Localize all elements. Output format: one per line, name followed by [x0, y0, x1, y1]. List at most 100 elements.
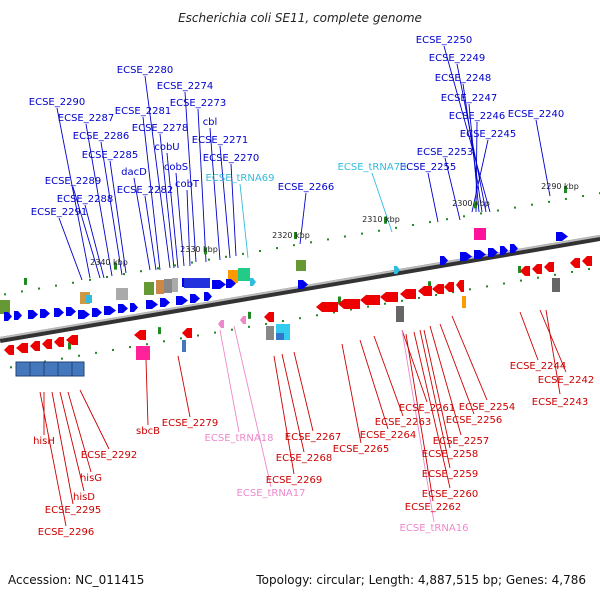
leader-line: [371, 172, 393, 233]
feature-box: [238, 268, 250, 281]
leader-line: [175, 172, 185, 267]
guide-dot: [242, 252, 244, 255]
gene-label: ECSE_2262: [405, 502, 461, 513]
leader-line: [413, 331, 451, 489]
forward-gene-arrow: [118, 304, 128, 313]
forward-gene-arrow: [556, 232, 568, 241]
scale-tick: [338, 296, 341, 304]
leader-line: [144, 75, 171, 269]
guide-dot: [106, 275, 108, 278]
leader-line: [427, 172, 439, 223]
gene-label: ECSE_2259: [422, 469, 478, 480]
feature-box: [0, 300, 10, 314]
scale-tick: [68, 342, 71, 350]
reverse-gene-arrow: [400, 289, 416, 299]
gene-label: ECSE_2250: [416, 35, 472, 46]
guide-dot: [548, 200, 550, 203]
reverse-gene-arrow: [570, 258, 580, 268]
forward-gene-arrow: [14, 311, 22, 320]
leader-line: [359, 339, 389, 430]
leader-line: [219, 329, 240, 433]
trna-label: ECSE_tRNA69: [206, 173, 275, 184]
scale-label-2310: 2310 kbp: [362, 215, 400, 224]
gene-label: ECSE_2296: [38, 527, 94, 538]
forward-gene-arrow: [146, 300, 158, 309]
forward-gene-arrow: [226, 279, 236, 288]
guide-dot: [350, 308, 352, 311]
gene-label: hisD: [73, 492, 95, 503]
leader-line: [423, 329, 451, 449]
reverse-gene-arrow: [134, 330, 146, 340]
forward-gene-arrow: [250, 278, 256, 286]
guide-dot: [265, 322, 267, 325]
reverse-gene-arrow: [380, 292, 398, 302]
guide-dot: [497, 209, 499, 212]
gene-label: ECSE_2280: [117, 65, 173, 76]
guide-dot: [520, 279, 522, 282]
reverse-gene-arrow: [316, 302, 338, 312]
leader-line: [239, 183, 249, 259]
reverse-gene-arrow: [54, 337, 64, 347]
guide-dot: [401, 299, 403, 302]
forward-gene-arrow: [460, 252, 472, 261]
gene-label: ECSE_2288: [57, 194, 113, 205]
forward-gene-arrow: [54, 308, 64, 317]
leader-line: [109, 160, 127, 274]
scale-tick: [24, 277, 27, 285]
guide-dot: [588, 268, 590, 271]
leader-line: [59, 391, 85, 492]
guide-dot: [378, 229, 380, 232]
gene-label: ECSE_2270: [203, 153, 259, 164]
leader-line: [58, 217, 83, 281]
guide-dot: [191, 261, 193, 264]
guide-dot: [327, 238, 329, 241]
gene-label: ECSE_2287: [58, 113, 114, 124]
gene-label: ECSE_2243: [532, 397, 588, 408]
guide-dot: [486, 285, 488, 288]
forward-gene-arrow: [488, 248, 498, 257]
forward-gene-arrow: [190, 294, 200, 303]
feature-box: [182, 340, 186, 352]
guide-dot: [214, 331, 216, 334]
gene-label: ECSE_2242: [538, 375, 594, 386]
scale-label-2340: 2340 kbp: [90, 258, 128, 267]
gene-label: ECSE_2265: [333, 444, 389, 455]
guide-dot: [157, 267, 159, 270]
reverse-gene-arrow: [4, 345, 14, 355]
label-leaders: [39, 45, 567, 527]
track-dots: [4, 186, 600, 369]
forward-gene-arrow: [500, 246, 508, 255]
forward-gene-arrow: [28, 310, 38, 319]
gene-label: ECSE_2278: [132, 123, 188, 134]
leader-line: [299, 192, 307, 245]
leader-line: [56, 107, 91, 279]
leader-line: [519, 311, 539, 361]
topology-text: Topology: circular; Length: 4,887,515 bp…: [256, 573, 586, 587]
gene-label: ECSE_2271: [192, 135, 248, 146]
guide-dot: [248, 325, 250, 328]
feature-box: [266, 326, 274, 340]
guide-dot: [78, 354, 80, 357]
scale-tick: [294, 232, 297, 240]
reverse-gene-arrow: [66, 335, 78, 345]
guide-dot: [38, 287, 40, 290]
guide-dot: [180, 337, 182, 340]
guide-dot: [333, 311, 335, 314]
guide-dot: [163, 340, 165, 343]
reverse-gene-arrow: [582, 256, 592, 266]
gene-label: ECSE_2257: [433, 436, 489, 447]
gene-label: ECSE_2292: [81, 450, 137, 461]
leader-line: [475, 121, 478, 213]
leader-line: [51, 391, 74, 505]
reverse-gene-arrow: [444, 282, 454, 292]
guide-dot: [123, 273, 125, 276]
guide-dot: [55, 284, 57, 287]
gene-label: ECSE_2256: [446, 415, 502, 426]
guide-dot: [531, 203, 533, 206]
leader-line: [419, 329, 451, 469]
guide-dot: [95, 351, 97, 354]
feature-box: [156, 280, 164, 294]
guide-dot: [10, 366, 12, 369]
guide-dot: [582, 195, 584, 198]
guide-dot: [412, 223, 414, 226]
